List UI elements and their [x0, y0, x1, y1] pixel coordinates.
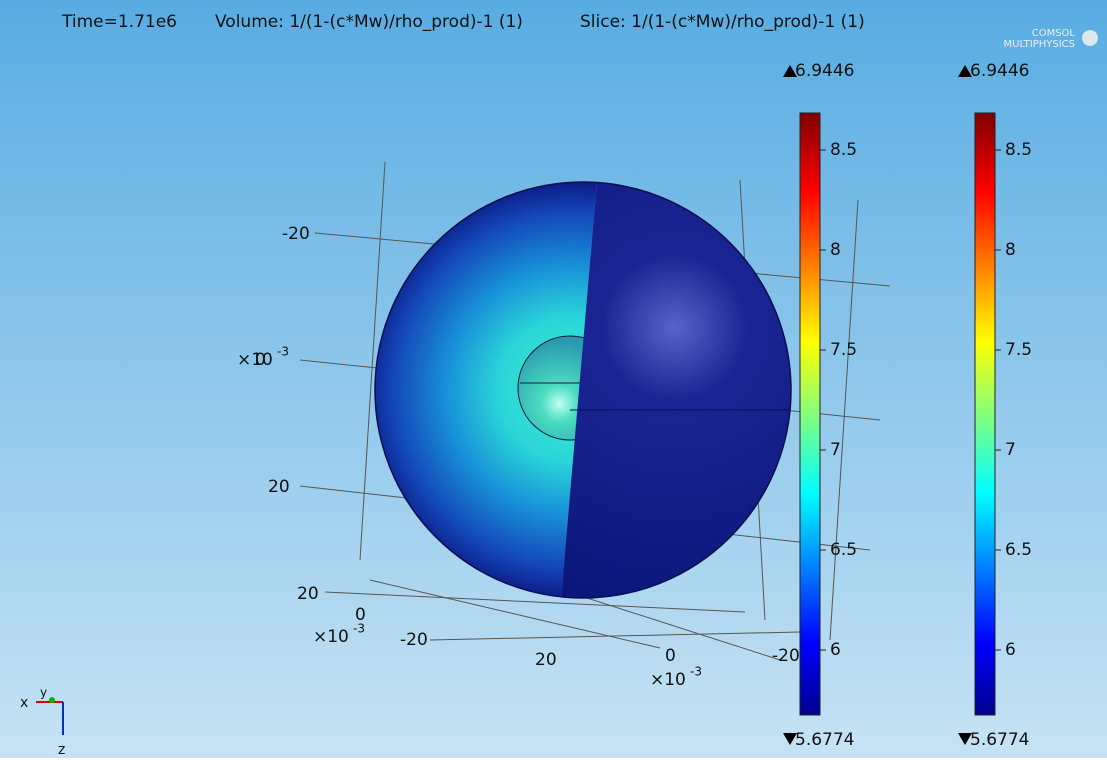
- axis-tick-label: 0: [665, 646, 676, 666]
- axis-tick-label: 20: [535, 650, 557, 670]
- logo: COMSOL: [1032, 28, 1076, 39]
- triad-label: z: [58, 742, 65, 758]
- colorbar-tick-label: 6.5: [830, 540, 857, 560]
- colorbar-tick-label: 6: [830, 640, 841, 660]
- colorbar-tick-label: 6.5: [1005, 540, 1032, 560]
- colorbar: [975, 113, 995, 715]
- time-label: Time=1.71e6: [61, 12, 177, 32]
- axis-tick-label: 20: [297, 584, 319, 604]
- logo-icon: [1082, 30, 1098, 46]
- axis-multiplier: ×10: [237, 350, 273, 370]
- colorbar-min: 5.6774: [795, 730, 854, 750]
- triad-label: x: [20, 695, 28, 711]
- axis-multiplier-exp: -3: [690, 665, 702, 679]
- colorbar-max: 6.9446: [970, 61, 1029, 81]
- colorbar-tick-label: 8.5: [830, 140, 857, 160]
- colorbar-tick-label: 8: [830, 240, 841, 260]
- colorbar-tick-label: 8.5: [1005, 140, 1032, 160]
- axis-tick-label: 20: [268, 477, 290, 497]
- logo: MULTIPHYSICS: [1004, 39, 1075, 50]
- slice-label: Slice: 1/(1-(c*Mw)/rho_prod)-1 (1): [580, 12, 865, 32]
- colorbar: [800, 113, 820, 715]
- colorbar-max: 6.9446: [795, 61, 854, 81]
- colorbar-tick-label: 7.5: [1005, 340, 1032, 360]
- axis-multiplier-exp: -3: [277, 345, 289, 359]
- colorbar-tick-label: 7: [1005, 440, 1016, 460]
- axis-tick-label: -20: [282, 224, 310, 244]
- colorbar-min: 5.6774: [970, 730, 1029, 750]
- colorbar-tick-label: 6: [1005, 640, 1016, 660]
- axis-multiplier-exp: -3: [353, 622, 365, 636]
- colorbar-tick-label: 7.5: [830, 340, 857, 360]
- colorbar-tick-label: 8: [1005, 240, 1016, 260]
- axis-multiplier: ×10: [313, 627, 349, 647]
- axis-tick-label: -20: [772, 646, 800, 666]
- viewport: Time=1.71e6 Volume: 1/(1-(c*Mw)/rho_prod…: [0, 0, 1107, 758]
- axis-tick-label: -20: [400, 630, 428, 650]
- volume-label: Volume: 1/(1-(c*Mw)/rho_prod)-1 (1): [215, 12, 523, 32]
- colorbar-tick-label: 7: [830, 440, 841, 460]
- axis-multiplier: ×10: [650, 670, 686, 690]
- triad-label: y: [40, 686, 47, 700]
